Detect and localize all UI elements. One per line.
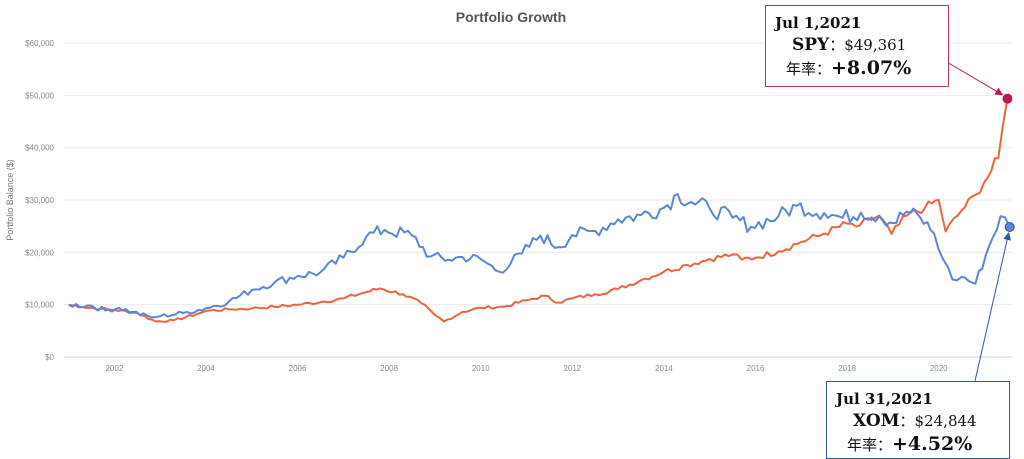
series-lines — [68, 98, 1011, 323]
y-tick-label: $50,000 — [25, 91, 54, 100]
spy-callout-ticker: SPY — [792, 35, 830, 55]
x-tick-label: 2012 — [563, 364, 581, 373]
y-tick-label: $10,000 — [25, 301, 54, 310]
spy-callout-rate-label: 年率： — [786, 60, 832, 78]
x-tick-label: 2016 — [747, 364, 765, 373]
xom-callout-rate: +4.52% — [892, 433, 973, 455]
xom-callout-arrow — [974, 232, 1012, 382]
xom-callout-ticker: XOM — [853, 411, 900, 431]
x-tick-label: 2008 — [380, 364, 398, 373]
xom-callout-sep: ： — [899, 412, 915, 430]
y-tick-label: $60,000 — [25, 39, 54, 48]
spy-callout: Jul 1,2021 SPY：$49,361 年率：+8.07% — [765, 5, 949, 87]
y-tick-label: $0 — [45, 353, 54, 362]
end-marker-spy — [1002, 93, 1013, 104]
spy-callout-rate-row: 年率：+8.07% — [786, 57, 948, 79]
chart-title: Portfolio Growth — [456, 9, 566, 25]
y-axis-label: Portfolio Balance ($) — [5, 159, 15, 241]
end-marker-xom — [1004, 221, 1015, 232]
xom-callout-value-row: XOM：$24,844 — [853, 410, 1009, 431]
spy-callout-value: $49,361 — [844, 36, 907, 54]
x-tick-label: 2004 — [197, 364, 215, 373]
y-tick-label: $20,000 — [25, 248, 54, 257]
spy-callout-sep: ： — [829, 36, 845, 54]
xom-callout: Jul 31,2021 XOM：$24,844 年率：+4.52% — [826, 381, 1010, 459]
x-tick-label: 2018 — [838, 364, 856, 373]
callout-arrows — [939, 57, 1012, 382]
spy-callout-date: Jul 1,2021 — [775, 14, 862, 32]
xom-callout-value: $24,844 — [914, 412, 977, 430]
x-tick-label: 2006 — [289, 364, 307, 373]
spy-callout-arrow — [939, 57, 1004, 96]
end-markers — [1002, 93, 1015, 232]
xom-callout-rate-row: 年率：+4.52% — [847, 433, 1009, 455]
x-tick-label: 2014 — [655, 364, 673, 373]
xom-callout-rate-label: 年率： — [847, 436, 893, 454]
spy-callout-value-row: SPY：$49,361 — [792, 34, 948, 55]
xom-callout-date: Jul 31,2021 — [836, 390, 933, 408]
x-tick-label: 2002 — [105, 364, 123, 373]
x-tick-label: 2010 — [472, 364, 490, 373]
x-tick-labels: 2002 2004 2006 2008 2010 2012 2014 2016 2018 2020 — [105, 364, 948, 373]
series-line-xom — [68, 193, 1011, 319]
x-tick-label: 2020 — [930, 364, 948, 373]
spy-callout-rate: +8.07% — [831, 57, 912, 79]
y-tick-label: $40,000 — [25, 144, 54, 153]
y-tick-label: $30,000 — [25, 196, 54, 205]
series-line-spy — [68, 98, 1009, 323]
y-tick-labels: $0 $10,000 $20,000 $30,000 $40,000 $50,000 $60… — [25, 39, 54, 362]
